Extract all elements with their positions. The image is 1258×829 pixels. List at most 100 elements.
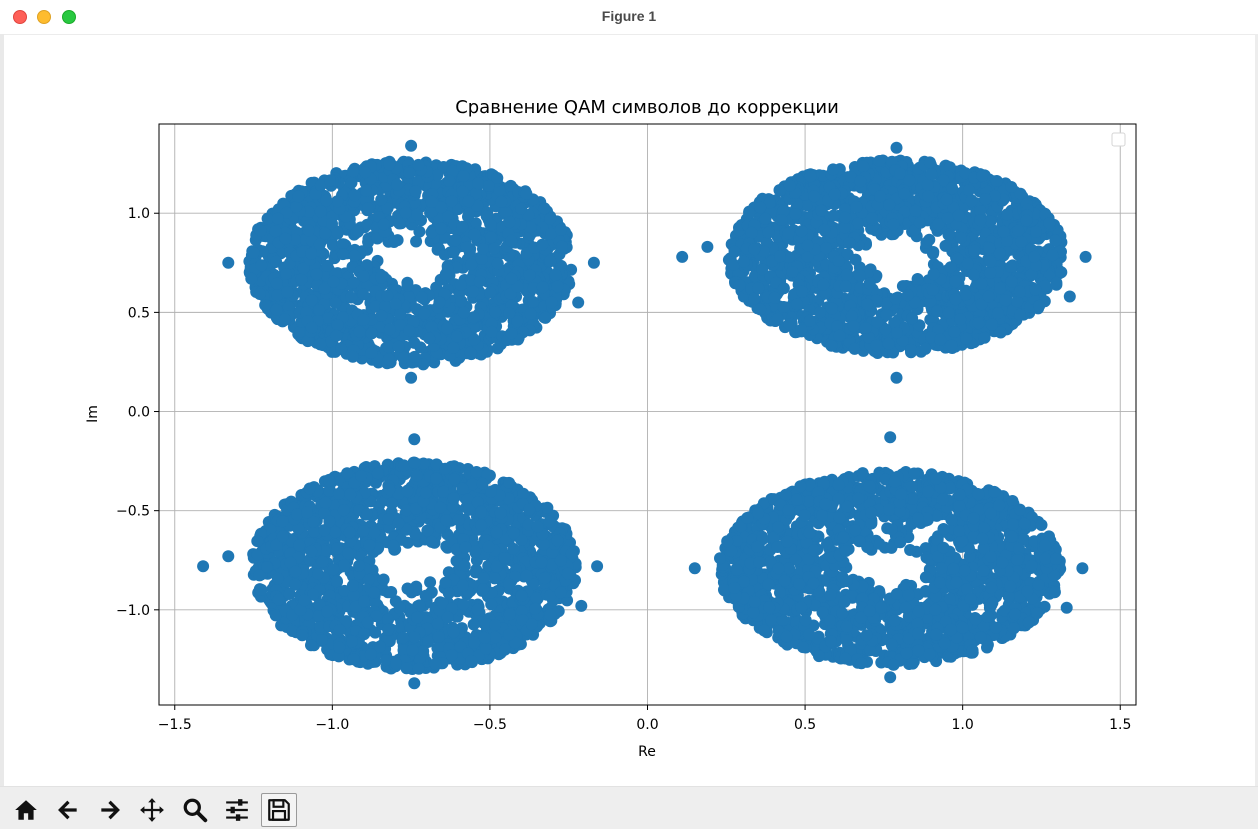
scatter-point: [754, 303, 766, 315]
scatter-point: [992, 307, 1004, 319]
scatter-point: [485, 219, 497, 231]
scatter-point: [960, 333, 972, 345]
scatter-point: [539, 572, 551, 584]
scatter-point: [804, 315, 816, 327]
scatter-point: [405, 140, 417, 152]
scatter-point: [348, 277, 360, 289]
scatter-point: [796, 225, 808, 237]
scatter-point: [864, 277, 876, 289]
scatter-point: [362, 202, 374, 214]
scatter-point: [850, 254, 862, 266]
scatter-point: [305, 248, 317, 260]
scatter-point: [314, 338, 326, 350]
scatter-point: [358, 270, 370, 282]
scatter-point: [423, 332, 435, 344]
scatter-point: [873, 155, 885, 167]
scatter-point: [486, 326, 498, 338]
scatter-point: [458, 307, 470, 319]
scatter-point: [320, 195, 332, 207]
scatter-point: [472, 603, 484, 615]
scatter-point: [826, 303, 838, 315]
scatter-point: [465, 259, 477, 271]
scatter-point: [827, 163, 839, 175]
scatter-point: [319, 228, 331, 240]
scatter-point: [360, 185, 372, 197]
scatter-point: [508, 527, 520, 539]
scatter-point: [572, 297, 584, 309]
scatter-point: [905, 344, 917, 356]
scatter-point: [375, 194, 387, 206]
scatter-point: [1080, 251, 1092, 263]
scatter-point: [986, 319, 998, 331]
scatter-point: [874, 190, 886, 202]
scatter-point: [503, 477, 515, 489]
scatter-point: [891, 327, 903, 339]
scatter-point: [271, 304, 283, 316]
scatter-point: [341, 467, 353, 479]
scatter-point: [1005, 261, 1017, 273]
scatter-point: [846, 310, 858, 322]
scatter-point: [829, 188, 841, 200]
scatter-point: [347, 165, 359, 177]
scatter-point: [850, 201, 862, 213]
scatter-point: [934, 334, 946, 346]
scatter-point: [245, 273, 257, 285]
scatter-point: [475, 519, 487, 531]
scatter-point: [1047, 249, 1059, 261]
scatter-point: [489, 306, 501, 318]
scatter-point: [456, 295, 468, 307]
scatter-point: [440, 268, 452, 280]
scatter-point: [405, 372, 417, 384]
scatter-point: [539, 312, 551, 324]
scatter-point: [925, 168, 937, 180]
scatter-point: [979, 193, 991, 205]
scatter-point: [976, 170, 988, 182]
scatter-point: [349, 189, 361, 201]
scatter-point: [468, 334, 480, 346]
scatter-point: [324, 174, 336, 186]
scatter-point: [854, 269, 866, 281]
scatter-point: [1014, 309, 1026, 321]
scatter-point: [259, 299, 271, 311]
scatter-point: [280, 268, 292, 280]
scatter-point: [383, 159, 395, 171]
scatter-point: [756, 263, 768, 275]
scatter-point: [566, 548, 578, 560]
scatter-point: [870, 339, 882, 351]
scatter-point: [329, 526, 341, 538]
scatter-point: [338, 559, 350, 571]
scatter-point: [432, 618, 444, 630]
scatter-point: [973, 317, 985, 329]
scatter-point: [555, 586, 567, 598]
scatter-point: [489, 619, 501, 631]
scatter-point: [398, 459, 410, 471]
scatter-point: [374, 641, 386, 653]
scatter-point: [489, 631, 501, 643]
scatter-point: [446, 195, 458, 207]
scatter-point: [462, 195, 474, 207]
scatter-point: [402, 280, 414, 292]
scatter-point: [536, 239, 548, 251]
scatter-point: [783, 318, 795, 330]
scatter-point: [763, 227, 775, 239]
scatter-point: [1005, 181, 1017, 193]
scatter-point: [281, 286, 293, 298]
scatter-point: [271, 278, 283, 290]
scatter-point: [1033, 300, 1045, 312]
scatter-point: [954, 313, 966, 325]
scatter-point: [471, 466, 483, 478]
scatter-point: [338, 504, 350, 516]
scatter-point: [412, 159, 424, 171]
scatter-points: [197, 140, 1092, 689]
scatter-point: [441, 323, 453, 335]
scatter-point: [311, 268, 323, 280]
scatter-point: [383, 353, 395, 365]
scatter-point: [546, 296, 558, 308]
scatter-point: [329, 297, 341, 309]
scatter-point: [998, 226, 1010, 238]
scatter-point: [979, 332, 991, 344]
scatter-point: [347, 580, 359, 592]
scatter-point: [461, 241, 473, 253]
